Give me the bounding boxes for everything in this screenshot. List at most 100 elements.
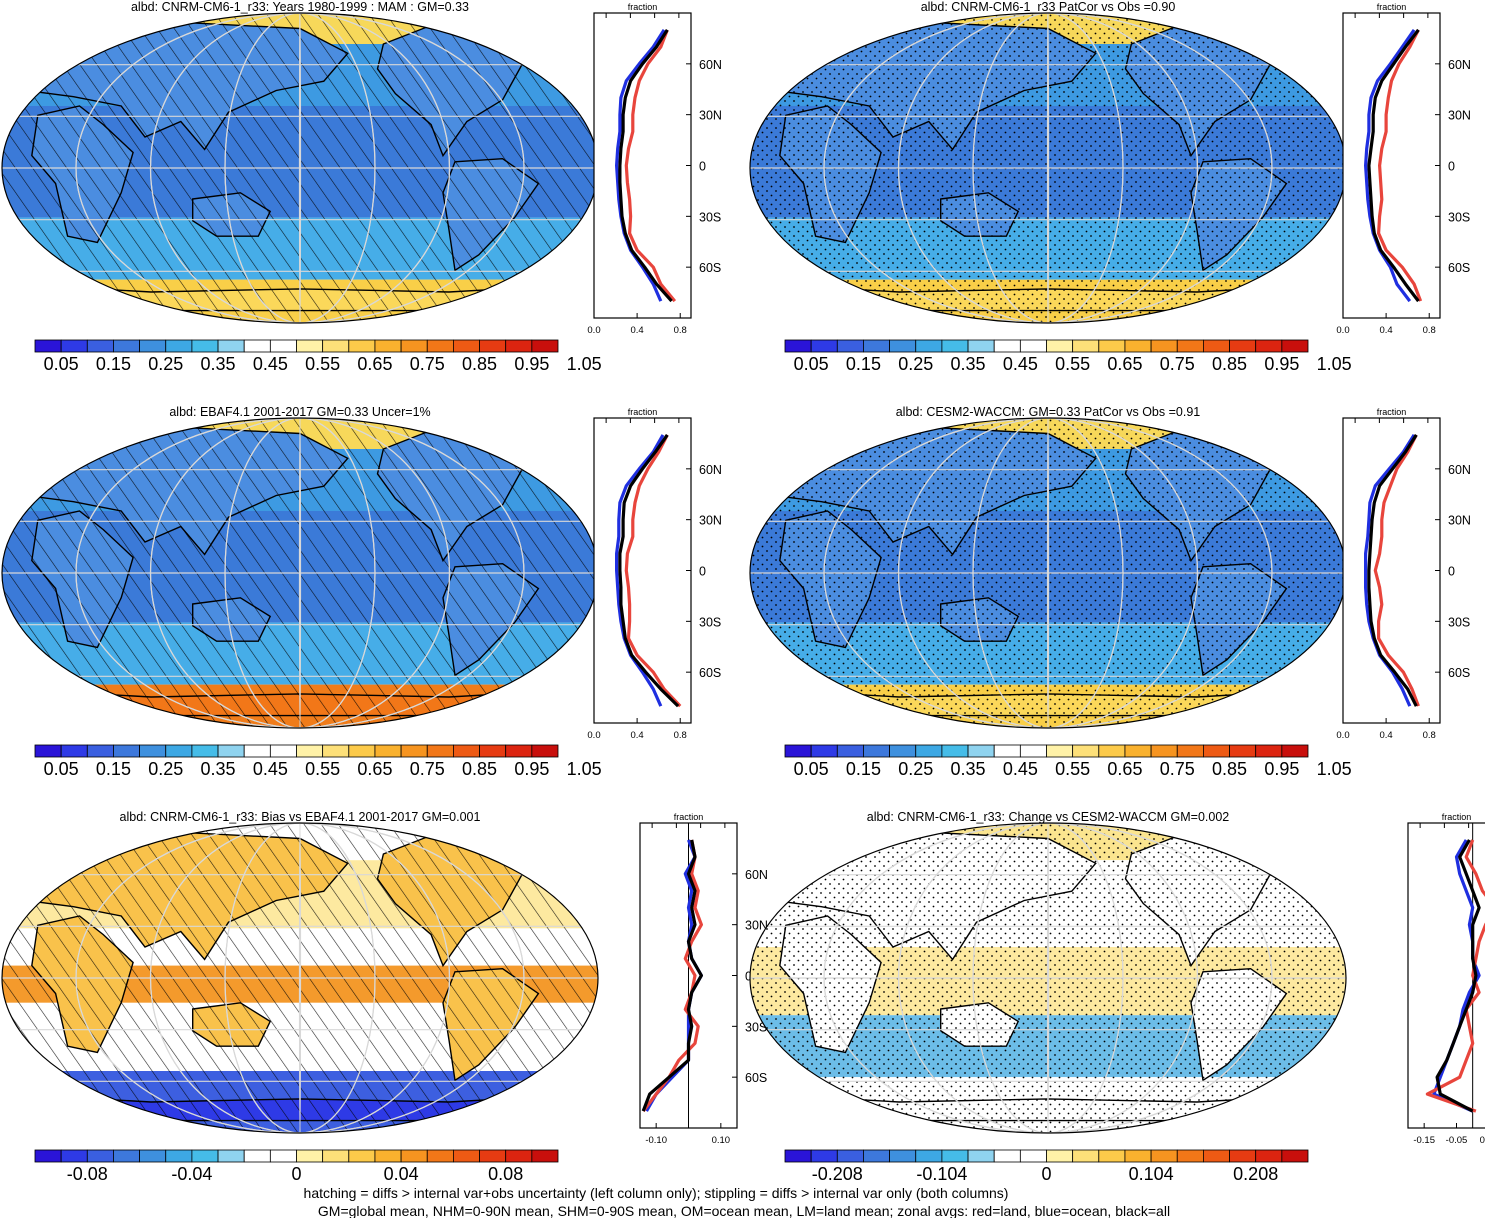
zonal-axis-label: fraction bbox=[628, 407, 658, 417]
colorbar-swatch bbox=[217, 744, 245, 758]
lat-tick-label: 30N bbox=[1448, 109, 1471, 123]
colorbar-swatch bbox=[479, 744, 507, 758]
zonal-axis-label: fraction bbox=[1377, 2, 1407, 12]
zonal-axis-label: fraction bbox=[674, 812, 704, 822]
zonal-line-land bbox=[1425, 839, 1485, 1113]
colorbar-swatch bbox=[941, 339, 969, 353]
colorbar-swatch bbox=[479, 1149, 507, 1163]
colorbar-swatch bbox=[400, 339, 428, 353]
colorbar-label: 0.208 bbox=[1233, 1164, 1278, 1184]
colorbar-swatch bbox=[810, 339, 838, 353]
colorbar-swatch bbox=[505, 1149, 533, 1163]
colorbar-swatch bbox=[1229, 1149, 1257, 1163]
colorbar-3: 0.05 0.15 0.25 0.35 0.45 0.55 0.65 0.75 0.85 0.95… bbox=[784, 744, 1352, 779]
graticule-lon bbox=[972, 13, 1124, 323]
colorbar-swatch bbox=[1072, 1149, 1100, 1163]
lat-tick-label: 30S bbox=[699, 210, 721, 224]
lat-tick-label: 30S bbox=[699, 615, 721, 629]
zonal-x-tick-label: 0.4 bbox=[1380, 730, 1393, 741]
colorbar-swatch bbox=[479, 339, 507, 353]
colorbar-label: 0.85 bbox=[462, 759, 497, 779]
colorbar-swatch bbox=[86, 744, 114, 758]
panel-title: albd: CNRM-CM6-1_r33: Years 1980-1999 : … bbox=[131, 0, 469, 14]
colorbar-swatch bbox=[993, 744, 1021, 758]
colorbar-swatch bbox=[1019, 339, 1047, 353]
colorbar-0: 0.05 0.15 0.25 0.35 0.45 0.55 0.65 0.75 0.85 0.95… bbox=[34, 339, 602, 374]
colorbar-swatch bbox=[967, 339, 995, 353]
colorbar-swatch bbox=[34, 1149, 62, 1163]
colorbar-label: 0.95 bbox=[1264, 759, 1299, 779]
colorbar-swatch bbox=[426, 339, 454, 353]
zonal-x-tick-label: 0.8 bbox=[674, 325, 687, 336]
colorbar-swatch bbox=[889, 1149, 917, 1163]
colorbar-label: -0.104 bbox=[916, 1164, 967, 1184]
colorbar-label: 0.35 bbox=[201, 354, 236, 374]
graticule-lon bbox=[823, 823, 1273, 1133]
colorbar-swatch bbox=[1176, 339, 1204, 353]
colorbar-label: 0.75 bbox=[410, 354, 445, 374]
colorbar-swatch bbox=[941, 1149, 969, 1163]
colorbar-swatch bbox=[1203, 1149, 1230, 1163]
colorbar-swatch bbox=[1229, 339, 1257, 353]
zonal-x-tick-label: 0.0 bbox=[1336, 325, 1349, 336]
lat-tick-label: 60N bbox=[699, 58, 722, 72]
colorbar-swatch bbox=[426, 744, 454, 758]
graticule-lon bbox=[1046, 13, 1050, 323]
lat-tick-label: 30S bbox=[1448, 210, 1470, 224]
colorbar-label: 1.05 bbox=[567, 354, 602, 374]
colorbar-label: 1.05 bbox=[1317, 354, 1352, 374]
colorbar-swatch bbox=[993, 1149, 1021, 1163]
zonal-line-all bbox=[1435, 839, 1481, 1113]
zonal-line-all bbox=[618, 29, 673, 303]
colorbar-swatch bbox=[810, 744, 838, 758]
colorbar-swatch bbox=[34, 339, 62, 353]
colorbar-swatch bbox=[1176, 1149, 1204, 1163]
colorbar-swatch bbox=[60, 339, 88, 353]
zonal-x-tick-label: 0.0 bbox=[587, 325, 600, 336]
colorbar-swatch bbox=[1255, 744, 1283, 758]
colorbar-swatch bbox=[243, 744, 271, 758]
colorbar-swatch bbox=[348, 744, 376, 758]
colorbar-swatch bbox=[452, 744, 480, 758]
colorbar-swatch bbox=[863, 339, 891, 353]
colorbar-label: 0.05 bbox=[794, 759, 829, 779]
colorbar-swatch bbox=[1229, 744, 1257, 758]
colorbar-label: 0.04 bbox=[384, 1164, 419, 1184]
colorbar-swatch bbox=[1150, 1149, 1178, 1163]
colorbar-5: -0.208 -0.104 0 0.104 0.208 bbox=[784, 1149, 1309, 1184]
lat-tick-label: 0 bbox=[745, 970, 752, 984]
zonal-x-tick-label: 0.4 bbox=[1380, 325, 1393, 336]
colorbar-label: 0.55 bbox=[305, 759, 340, 779]
zonal-x-tick-label: -0.05 bbox=[1446, 1135, 1468, 1146]
colorbar-label: 0.35 bbox=[951, 759, 986, 779]
lat-tick-label: 30S bbox=[1448, 615, 1470, 629]
colorbar-swatch bbox=[191, 1149, 219, 1163]
colorbar-swatch bbox=[191, 339, 219, 353]
panel-6: albd: CNRM-CM6-1_r33: Change vs CESM2-WA… bbox=[749, 810, 1485, 1184]
graticule-lon bbox=[897, 418, 1199, 728]
colorbar-swatch bbox=[217, 339, 245, 353]
lat-tick-label: 60N bbox=[699, 463, 722, 477]
colorbar-swatch bbox=[34, 744, 62, 758]
graticule-lon bbox=[224, 13, 376, 323]
colorbar-swatch bbox=[348, 339, 376, 353]
colorbar-swatch bbox=[296, 1149, 324, 1163]
colorbar-swatch bbox=[86, 339, 114, 353]
zonal-x-tick-label: 0.8 bbox=[1423, 730, 1436, 741]
zonal-axis-label: fraction bbox=[1377, 407, 1407, 417]
colorbar-label: 0.15 bbox=[96, 759, 131, 779]
colorbar-4: -0.08 -0.04 0 0.04 0.08 bbox=[34, 1149, 559, 1184]
colorbar-swatch bbox=[165, 744, 193, 758]
colorbar-swatch bbox=[296, 744, 324, 758]
colorbar-swatch bbox=[1046, 744, 1074, 758]
lat-tick-label: 60S bbox=[699, 261, 721, 275]
zonal-line-land bbox=[641, 839, 704, 1113]
colorbar-swatch bbox=[348, 1149, 376, 1163]
lat-tick-label: 0 bbox=[1448, 565, 1455, 579]
colorbar-swatch bbox=[1098, 1149, 1126, 1163]
colorbar-label: 0.15 bbox=[96, 354, 131, 374]
colorbar-label: 0.65 bbox=[1107, 759, 1142, 779]
colorbar-swatch bbox=[836, 744, 864, 758]
graticule-lon bbox=[298, 418, 302, 728]
